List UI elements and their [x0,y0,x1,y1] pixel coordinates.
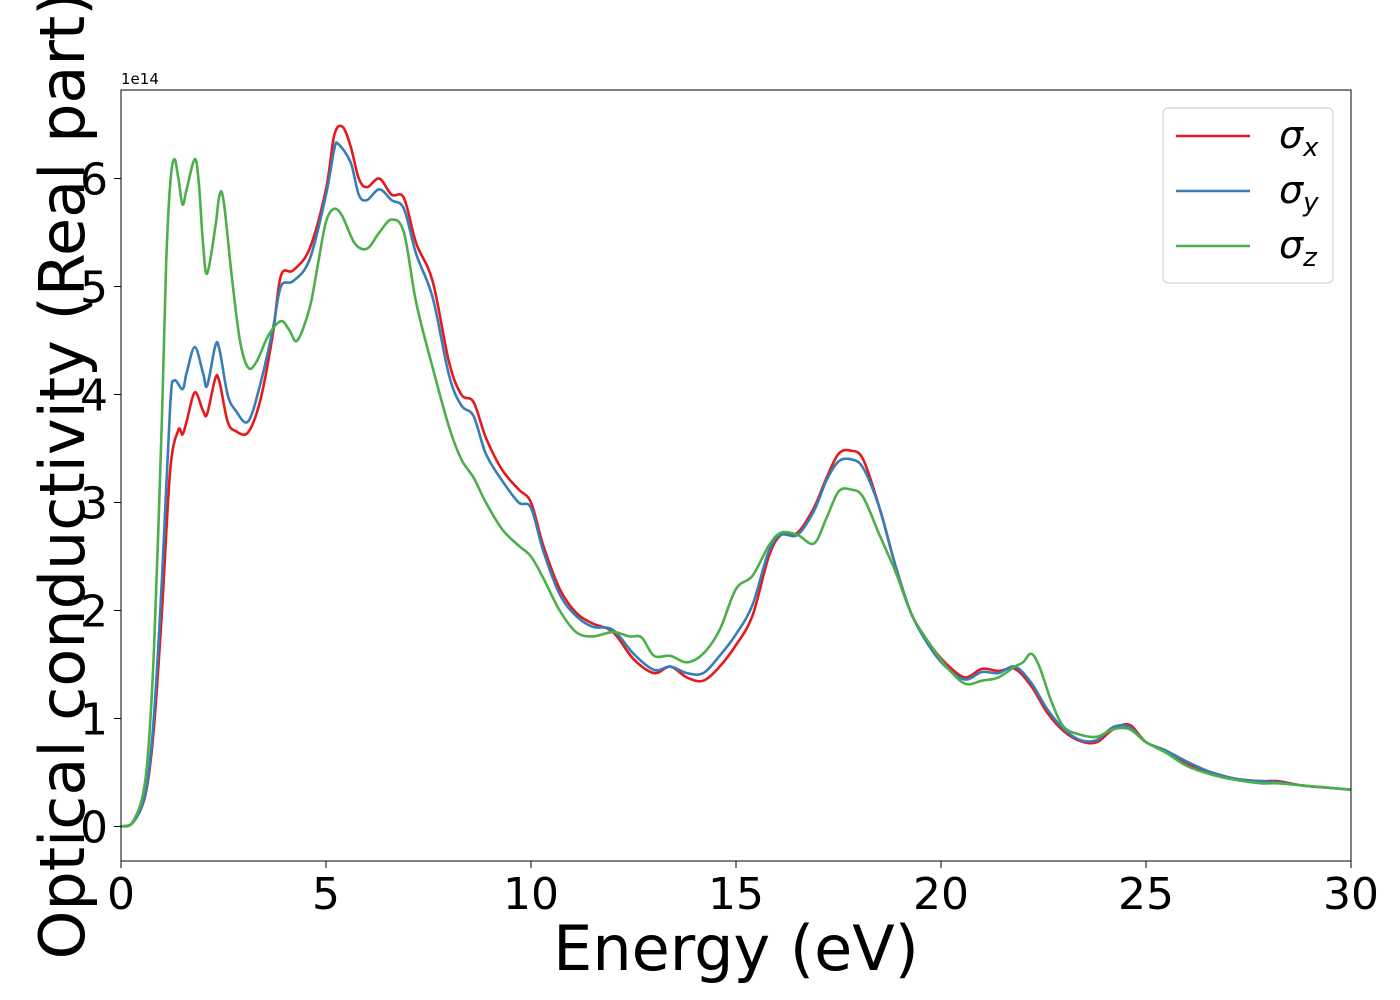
series-layer [120,124,1352,828]
legend-label-sigma-x: σx [1279,113,1319,163]
y-tick-label: 2 [80,586,108,637]
y-tick-label: 4 [80,371,108,422]
series-line-sigma-z [120,157,1352,828]
x-tick-label: 15 [708,869,764,920]
series-line-sigma-y [120,141,1352,828]
y-tick-label: 1 [80,694,108,745]
x-tick-label: 5 [312,869,340,920]
x-axis-ticks: 0 5 10 15 20 25 30 [107,861,1379,920]
x-tick-label: 30 [1323,869,1379,920]
y-axis-ticks: 0 1 2 3 4 5 6 [80,155,121,853]
y-axis-title: Optical conductivity (Real part) [26,0,99,959]
x-axis-title: Energy (eV) [553,912,919,985]
y-tick-label: 3 [80,478,108,529]
x-tick-label: 20 [913,869,969,920]
legend-label-sigma-y: σy [1279,168,1319,218]
legend-label-sigma-z: σz [1279,223,1318,273]
x-tick-label: 0 [107,869,135,920]
legend-box [1162,107,1334,284]
y-tick-label: 5 [80,263,108,314]
series-line-sigma-x [120,124,1352,828]
x-tick-label: 25 [1118,869,1174,920]
y-tick-label: 6 [80,155,108,206]
x-tick-label: 10 [503,869,559,920]
y-tick-label: 0 [80,802,108,853]
y-axis-offset-label: 1e14 [121,70,159,88]
